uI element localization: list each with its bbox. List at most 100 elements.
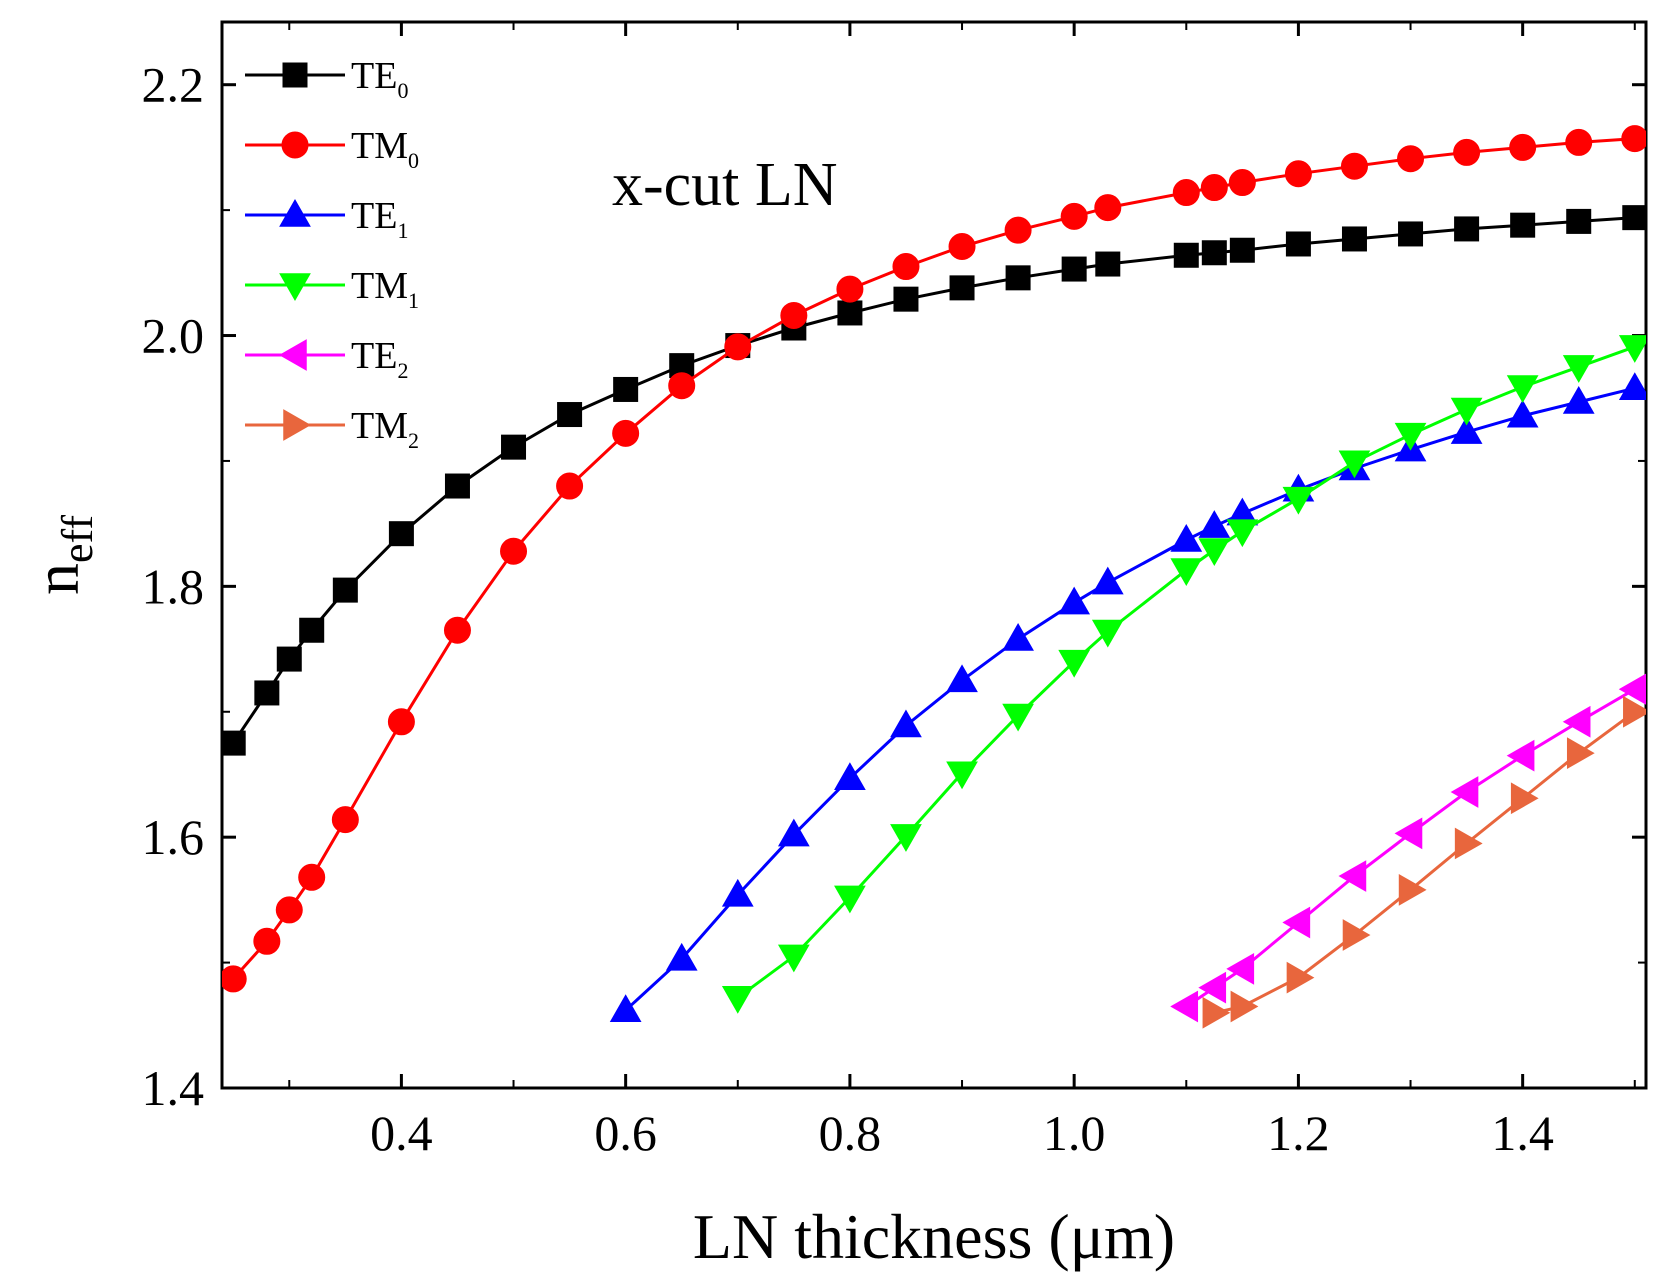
data-point-tm1: [1452, 398, 1482, 424]
legend-label-sub: 1: [408, 288, 419, 313]
data-point-te2: [1171, 991, 1197, 1021]
data-point-te2: [1396, 818, 1422, 848]
data-point-te1: [891, 711, 921, 737]
data-point-te1: [1199, 511, 1229, 537]
data-point-tm2: [1287, 963, 1313, 993]
data-point-tm1: [1564, 356, 1594, 382]
series-line-te0: [233, 218, 1635, 744]
data-point-tm0: [444, 617, 470, 643]
data-point-te0: [221, 731, 245, 755]
data-point-tm0: [669, 373, 695, 399]
x-tick-label: 1.0: [1043, 1105, 1106, 1161]
series-tm2: [1203, 697, 1650, 1028]
data-point-tm0: [276, 897, 302, 923]
data-point-te0: [1096, 252, 1120, 276]
legend-label: TM2: [351, 405, 419, 453]
y-tick-label: 2.0: [142, 308, 205, 364]
data-point-tm0: [1095, 195, 1121, 221]
y-tick-label: 1.4: [142, 1060, 205, 1116]
data-point-tm0: [1201, 175, 1227, 201]
data-point-te0: [1174, 243, 1198, 267]
data-point-te0: [1399, 222, 1423, 246]
data-point-tm1: [1508, 376, 1538, 402]
x-tick-labels: 0.4 0.6 0.8 1.0 1.2 1.4: [370, 1105, 1554, 1161]
data-point-tm0: [1229, 170, 1255, 196]
data-point-tm1: [723, 986, 753, 1012]
series-line-tm1: [738, 347, 1635, 998]
legend-label-main: TE: [351, 195, 397, 237]
legend-label-main: TM: [351, 405, 408, 447]
y-tick-label: 2.2: [142, 57, 205, 113]
x-tick-label: 0.6: [594, 1105, 657, 1161]
legend-label: TE2: [351, 335, 408, 383]
y-tick-label: 1.6: [142, 809, 205, 865]
x-axis-title: LN thickness (μm): [693, 1201, 1175, 1272]
data-point-tm0: [1622, 126, 1648, 152]
series-te1: [611, 373, 1650, 1021]
legend-marker: [280, 274, 310, 300]
data-point-tm0: [1005, 217, 1031, 243]
legend-label-main: TM: [351, 125, 408, 167]
data-point-tm0: [781, 302, 807, 328]
data-point-tm0: [1341, 153, 1367, 179]
x-tick-label: 1.4: [1491, 1105, 1554, 1161]
data-point-tm0: [388, 709, 414, 735]
axis-ticks: [222, 22, 1646, 1088]
data-point-tm0: [1173, 180, 1199, 206]
legend-label-sub: 2: [397, 358, 408, 383]
data-point-te0: [277, 647, 301, 671]
legend-label-main: TE: [351, 55, 397, 97]
data-point-te0: [1623, 206, 1647, 230]
data-point-te0: [1230, 238, 1254, 262]
data-point-tm2: [1567, 738, 1593, 768]
data-point-te1: [1059, 588, 1089, 614]
data-point-tm1: [779, 945, 809, 971]
data-point-tm1: [1199, 539, 1229, 565]
series-te2: [1171, 674, 1646, 1021]
data-point-te0: [1286, 232, 1310, 256]
x-tick-label: 0.8: [819, 1105, 882, 1161]
y-tick-label: 1.8: [142, 558, 205, 614]
data-point-tm0: [332, 807, 358, 833]
data-point-te0: [1202, 241, 1226, 265]
data-point-te0: [1455, 217, 1479, 241]
annotation-x-cut-ln: x-cut LN: [612, 151, 838, 219]
data-point-tm0: [1454, 139, 1480, 165]
data-point-tm1: [1227, 520, 1257, 546]
data-point-te0: [558, 403, 582, 427]
legend-marker: [284, 410, 310, 440]
series-tm0: [220, 126, 1648, 992]
x-tick-label: 1.2: [1267, 1105, 1330, 1161]
data-point-te0: [1006, 266, 1030, 290]
data-point-tm0: [613, 420, 639, 446]
legend-label: TE0: [351, 55, 408, 103]
legend-marker: [282, 132, 308, 158]
data-point-te2: [1564, 707, 1590, 737]
legend-label-sub: 0: [408, 148, 419, 173]
data-point-tm0: [949, 233, 975, 259]
data-point-te0: [1062, 257, 1086, 281]
data-point-te0: [1567, 209, 1591, 233]
data-point-te2: [1508, 741, 1534, 771]
legend-label-sub: 1: [397, 218, 408, 243]
legend-item-te1: TE1: [245, 195, 408, 243]
data-point-te0: [1342, 227, 1366, 251]
data-point-te0: [838, 301, 862, 325]
data-point-tm1: [1171, 559, 1201, 585]
legend-label: TE1: [351, 195, 408, 243]
data-point-te0: [333, 578, 357, 602]
plot-frame: [222, 22, 1646, 1088]
y-axis-title-main: n: [21, 563, 92, 595]
data-point-tm0: [893, 254, 919, 280]
series-line-tm0: [233, 139, 1635, 979]
legend-label-main: TM: [351, 265, 408, 307]
data-point-tm0: [1061, 203, 1087, 229]
data-point-te0: [255, 681, 279, 705]
data-point-te1: [1093, 568, 1123, 594]
legend-marker: [280, 200, 310, 226]
data-point-tm0: [1566, 129, 1592, 155]
data-point-te2: [1452, 777, 1478, 807]
series-tm1: [723, 336, 1650, 1013]
legend-item-te0: TE0: [245, 55, 408, 103]
data-point-tm0: [1510, 134, 1536, 160]
